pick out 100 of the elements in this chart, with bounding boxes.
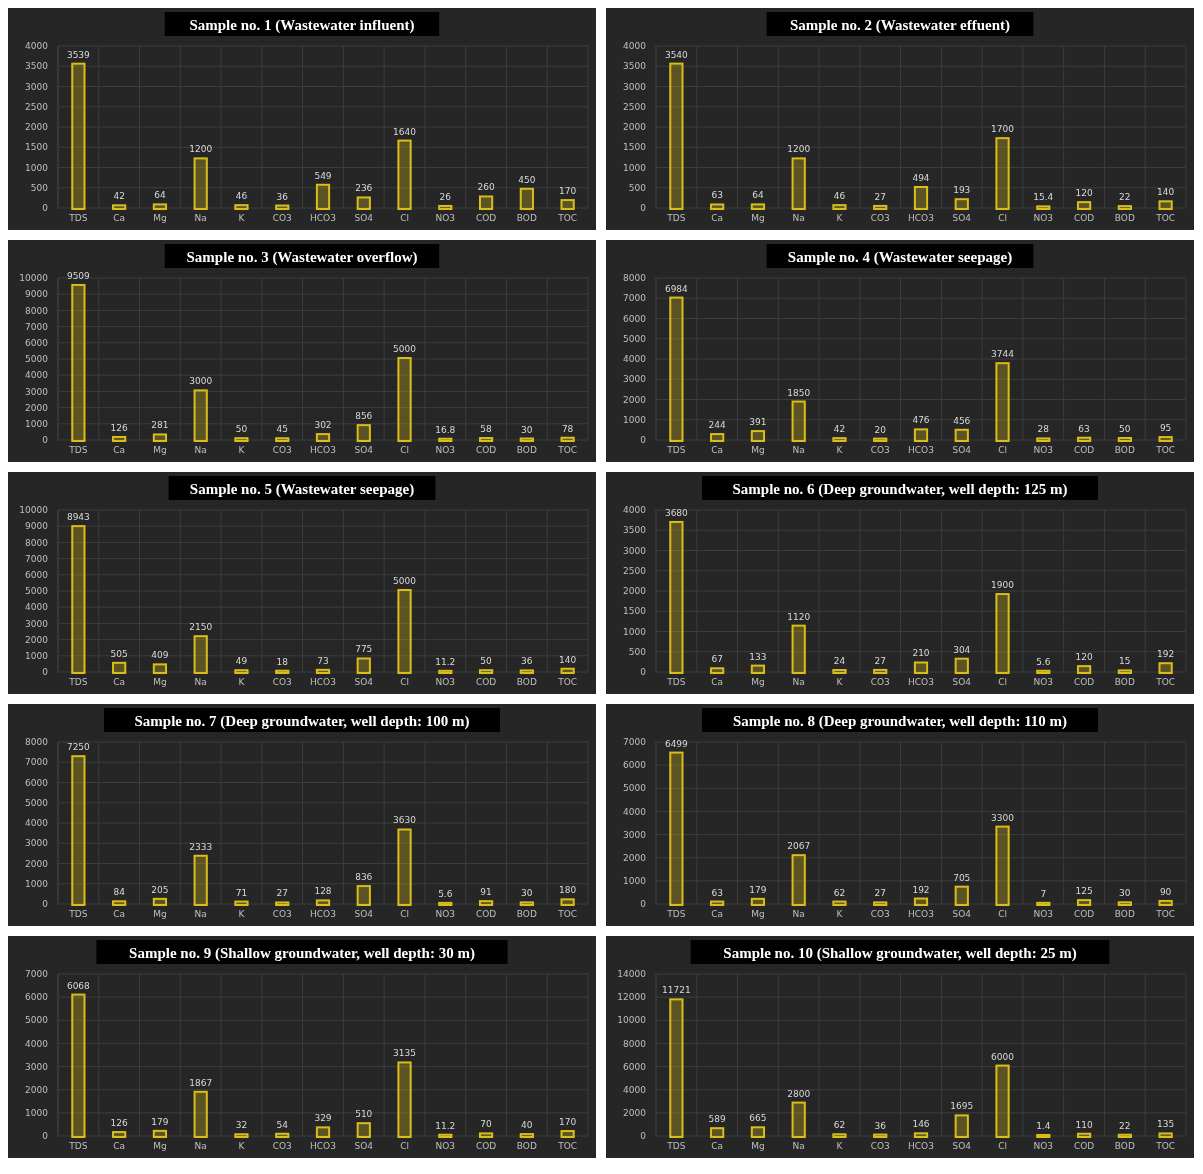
chart-title: Sample no. 2 (Wastewater effuent): [789, 17, 1011, 34]
y-tick-label: 6000: [25, 992, 49, 1003]
data-label: 210: [912, 648, 930, 659]
x-tick-label: BOD: [1114, 909, 1135, 919]
chart-title: Sample no. 6 (Deep groundwater, well depth: 125 m): [732, 481, 1068, 498]
data-label: 775: [355, 644, 373, 655]
chart-title: Sample no. 3 (Wastewater overflow): [186, 249, 418, 266]
x-tick-label: Cl: [998, 213, 1007, 223]
bar: [1036, 901, 1051, 906]
y-tick-label: 7000: [25, 969, 49, 980]
x-tick-label: Ca: [113, 909, 126, 919]
x-tick-label: SO4: [354, 677, 374, 687]
x-tick-label: SO4: [952, 213, 972, 223]
data-label: 5.6: [438, 888, 453, 899]
x-tick-label: CO3: [272, 1141, 292, 1151]
y-tick-label: 4000: [25, 41, 49, 52]
y-tick-label: 1000: [623, 876, 647, 887]
y-tick-label: 8000: [25, 737, 49, 748]
bar: [519, 437, 534, 442]
bar: [315, 433, 331, 442]
data-label: 11.2: [435, 656, 456, 667]
data-label: 179: [151, 1116, 169, 1127]
data-label: 58: [480, 424, 493, 435]
bar: [478, 1132, 494, 1138]
bar: [275, 901, 290, 906]
x-tick-label: NO3: [1033, 909, 1054, 919]
y-tick-label: 0: [42, 1131, 49, 1142]
x-tick-label: COD: [475, 1141, 497, 1151]
data-label: 589: [708, 1114, 727, 1125]
x-tick-label: CO3: [870, 909, 890, 919]
x-tick-label: Na: [792, 445, 805, 455]
x-tick-label: COD: [475, 213, 497, 223]
x-tick-label: Cl: [998, 1141, 1007, 1151]
x-tick-label: Ca: [113, 213, 126, 223]
y-tick-label: 6000: [25, 337, 49, 348]
bar: [1076, 436, 1092, 442]
bar: [710, 1127, 725, 1138]
data-label: 27: [874, 655, 886, 666]
data-label: 329: [314, 1113, 332, 1124]
x-tick-label: Cl: [400, 1141, 409, 1151]
y-tick-label: 7000: [25, 321, 49, 332]
bar: [954, 885, 969, 906]
bar: [913, 428, 929, 442]
bar: [873, 204, 888, 210]
bar: [234, 1133, 249, 1138]
bar: [560, 436, 575, 442]
bar: [710, 900, 725, 906]
x-tick-label: TOC: [557, 445, 578, 455]
y-tick-label: 1000: [623, 414, 647, 425]
data-label: 450: [518, 174, 536, 185]
bar: [832, 204, 847, 210]
x-tick-label: CO3: [272, 445, 292, 455]
data-label: 2800: [787, 1088, 811, 1099]
chart-title: Sample no. 10 (Shallow groundwater, well depth: 25 m): [723, 945, 1077, 962]
data-label: 1695: [950, 1101, 974, 1112]
x-tick-label: Cl: [400, 909, 409, 919]
y-tick-label: 5000: [25, 586, 49, 597]
data-label: 510: [355, 1109, 373, 1120]
bar: [356, 424, 371, 442]
data-label: 84: [113, 887, 126, 898]
data-label: 24: [833, 656, 846, 667]
x-tick-label: Na: [194, 445, 207, 455]
bar: [560, 199, 575, 210]
bar: [438, 1133, 453, 1138]
y-tick-label: 2000: [25, 1084, 49, 1095]
bar: [1158, 1132, 1173, 1138]
x-tick-label: TDS: [666, 677, 686, 687]
x-tick-label: Ca: [113, 677, 126, 687]
data-label: 26: [439, 191, 452, 202]
x-tick-label: NO3: [435, 909, 456, 919]
data-label: 70: [480, 1119, 493, 1130]
x-tick-label: NO3: [1033, 1141, 1054, 1151]
data-label: 15: [1119, 656, 1131, 667]
bar: [315, 899, 331, 906]
x-tick-label: TOC: [1155, 677, 1176, 687]
y-tick-label: 5000: [623, 783, 647, 794]
x-tick-label: TOC: [557, 1141, 578, 1151]
data-label: 6499: [664, 738, 689, 749]
bar: [710, 203, 725, 210]
y-tick-label: 1000: [623, 626, 647, 637]
data-label: 391: [749, 417, 767, 428]
data-label: 3000: [189, 376, 213, 387]
data-label: 50: [235, 424, 248, 435]
data-label: 9509: [66, 270, 91, 281]
bar: [1158, 899, 1173, 906]
x-tick-label: TDS: [68, 445, 88, 455]
x-tick-label: TOC: [557, 213, 578, 223]
data-label: 302: [314, 420, 332, 431]
bar: [71, 62, 86, 210]
y-tick-label: 2500: [25, 101, 49, 112]
y-tick-label: 3500: [623, 61, 647, 72]
bar: [397, 357, 412, 442]
y-tick-label: 0: [42, 899, 49, 910]
x-tick-label: K: [836, 909, 844, 919]
bar: [356, 1122, 371, 1138]
bar: [954, 1114, 969, 1138]
x-tick-label: TDS: [666, 445, 686, 455]
y-tick-label: 0: [42, 203, 49, 214]
data-label: 125: [1075, 886, 1093, 897]
y-tick-label: 3000: [25, 81, 49, 92]
